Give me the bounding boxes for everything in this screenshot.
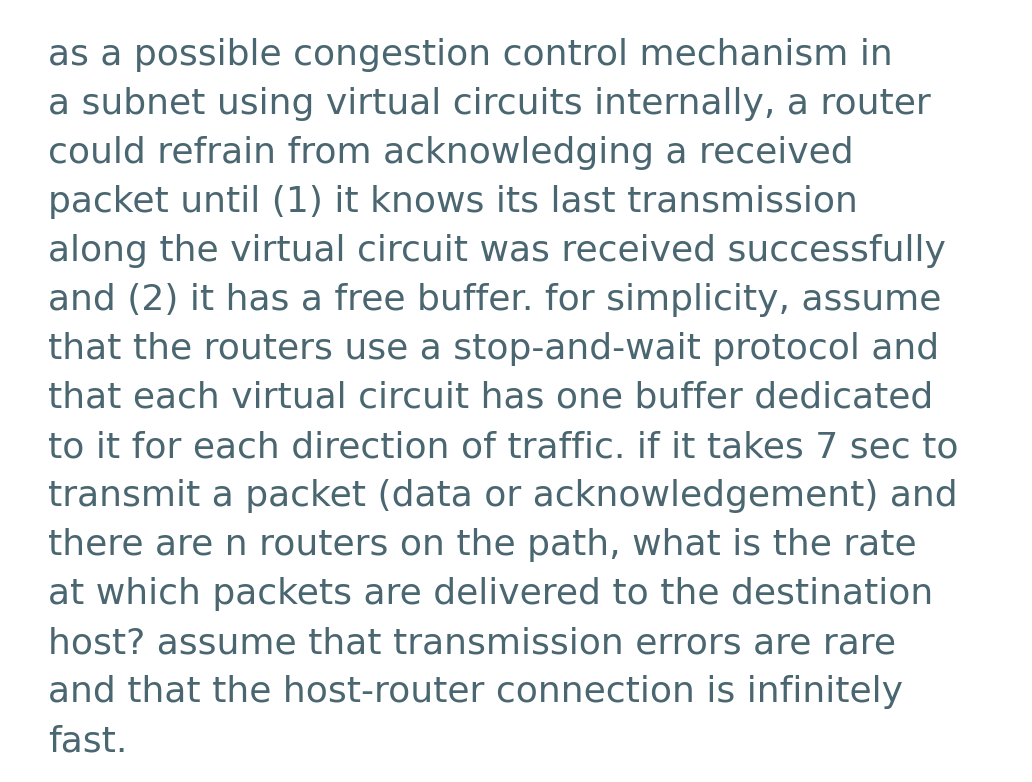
Text: to it for each direction of traffic. if it takes 7 sec to: to it for each direction of traffic. if … bbox=[49, 430, 959, 464]
Text: could refrain from acknowledging a received: could refrain from acknowledging a recei… bbox=[49, 136, 853, 170]
Text: as a possible congestion control mechanism in: as a possible congestion control mechani… bbox=[49, 38, 893, 72]
Text: along the virtual circuit was received successfully: along the virtual circuit was received s… bbox=[49, 234, 946, 268]
Text: that each virtual circuit has one buffer dedicated: that each virtual circuit has one buffer… bbox=[49, 381, 933, 415]
Text: host? assume that transmission errors are rare: host? assume that transmission errors ar… bbox=[49, 626, 896, 660]
Text: transmit a packet (data or acknowledgement) and: transmit a packet (data or acknowledgeme… bbox=[49, 479, 958, 513]
Text: and that the host-router connection is infinitely: and that the host-router connection is i… bbox=[49, 675, 903, 709]
Text: at which packets are delivered to the destination: at which packets are delivered to the de… bbox=[49, 577, 933, 611]
Text: and (2) it has a free buffer. for simplicity, assume: and (2) it has a free buffer. for simpli… bbox=[49, 283, 941, 317]
Text: that the routers use a stop-and-wait protocol and: that the routers use a stop-and-wait pro… bbox=[49, 332, 939, 366]
Text: a subnet using virtual circuits internally, a router: a subnet using virtual circuits internal… bbox=[49, 87, 931, 121]
Text: there are n routers on the path, what is the rate: there are n routers on the path, what is… bbox=[49, 528, 916, 562]
Text: fast.: fast. bbox=[49, 724, 127, 758]
Text: packet until (1) it knows its last transmission: packet until (1) it knows its last trans… bbox=[49, 185, 858, 219]
